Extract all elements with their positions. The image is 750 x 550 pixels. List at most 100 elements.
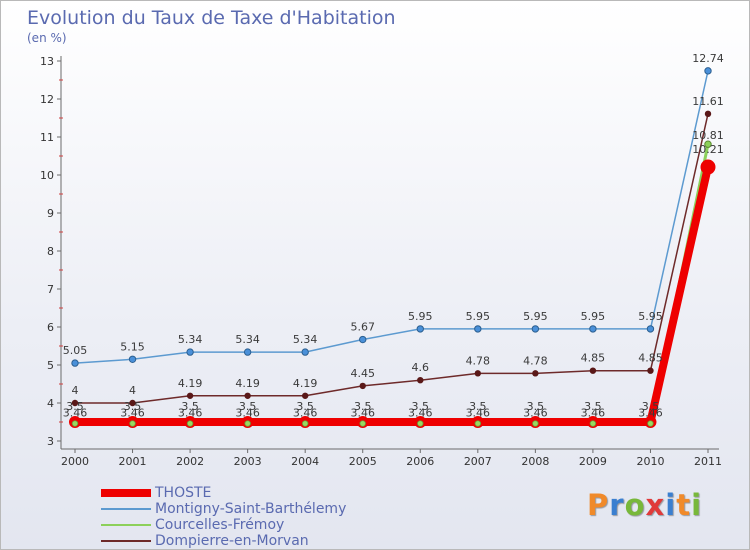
data-label: 4.19 [235, 377, 260, 390]
data-label: 3.5 [354, 400, 372, 413]
data-point [186, 392, 194, 399]
data-label: 5.95 [466, 310, 491, 323]
data-point [646, 325, 655, 333]
data-label: 4.78 [523, 354, 548, 367]
data-label: 3.5 [469, 400, 487, 413]
data-point [474, 370, 482, 377]
y-tick-label: 11 [40, 131, 54, 144]
series-line-3 [75, 113, 709, 404]
data-point [589, 420, 597, 427]
data-point [704, 140, 712, 148]
line-chart: 3 4 5 6 7 8 9 10 11 12 13 2000 2001 2002 2003 2004 2005 2… [40, 52, 724, 468]
data-point [416, 325, 424, 333]
data-label: 5.34 [293, 333, 318, 346]
data-point [71, 420, 79, 427]
data-label: 3.5 [181, 400, 199, 413]
legend-swatch [101, 540, 151, 542]
y-tick-label: 9 [47, 207, 54, 220]
data-point [359, 420, 366, 427]
data-point [71, 359, 79, 367]
data-label: 5.34 [178, 333, 203, 346]
data-label: 4 [72, 384, 79, 397]
data-label: 3.5 [66, 400, 84, 413]
data-label: 10.81 [692, 129, 724, 142]
data-label: 5.34 [235, 333, 260, 346]
data-point [532, 370, 539, 377]
logo-letter: i [665, 488, 677, 522]
data-label: 3.46 [120, 407, 145, 420]
x-tick-label: 2006 [406, 455, 434, 468]
legend-swatch [101, 489, 151, 497]
data-label: 4 [129, 384, 136, 397]
data-point [589, 325, 597, 333]
data-point [359, 335, 367, 344]
data-point [417, 377, 424, 384]
data-label: 3.5 [296, 400, 314, 413]
x-tick-label: 2005 [349, 455, 377, 468]
data-label: 3.5 [124, 400, 142, 413]
data-point [531, 325, 540, 333]
data-label: 5.95 [408, 310, 433, 323]
data-label: 3.46 [293, 407, 318, 420]
legend-swatch [101, 508, 151, 510]
data-label: 5.95 [638, 310, 663, 323]
chart-subtitle: (en %) [27, 31, 67, 45]
data-label: 4.19 [178, 377, 203, 390]
data-point [129, 399, 136, 407]
data-label: 3.46 [63, 407, 88, 420]
data-label: 3.46 [466, 407, 491, 420]
y-tick-label: 12 [40, 93, 54, 106]
series-line-2 [75, 143, 710, 426]
data-label: 4.85 [581, 352, 606, 365]
data-label: 3.5 [642, 400, 660, 413]
data-point [244, 420, 251, 427]
data-label: 10.21 [692, 143, 724, 156]
y-tick-label: 13 [40, 55, 54, 68]
data-label: 4.45 [350, 367, 375, 380]
logo-letter: P [587, 488, 610, 522]
x-tick-label: 2003 [234, 455, 262, 468]
data-label: 3.46 [638, 407, 663, 420]
legend-label: Dompierre-en-Morvan [155, 533, 309, 549]
data-point [647, 420, 654, 427]
data-point [301, 392, 309, 399]
logo-letter: t [676, 488, 692, 522]
data-label: 4.78 [466, 354, 491, 367]
data-point [243, 348, 252, 356]
data-point [301, 348, 309, 356]
chart-title: Evolution du Taux de Taxe d'Habitation [27, 7, 396, 29]
data-label: 5.95 [523, 310, 548, 323]
logo-letter: i [691, 488, 703, 522]
data-point [129, 420, 136, 427]
y-tick-label: 6 [47, 321, 54, 334]
data-label: 5.67 [350, 321, 375, 334]
data-label: 3.46 [523, 407, 548, 420]
x-tick-label: 2009 [579, 455, 607, 468]
data-label: 3.46 [235, 407, 260, 420]
data-point [532, 420, 539, 427]
data-point [186, 420, 194, 427]
x-tick-label: 2011 [694, 455, 722, 468]
x-tick-label: 2001 [119, 455, 147, 468]
data-point [359, 382, 366, 390]
data-point [417, 420, 424, 427]
x-tick-label: 2004 [291, 455, 319, 468]
x-tick-label: 2010 [636, 455, 664, 468]
data-label: 4.19 [293, 377, 318, 390]
data-point [71, 399, 79, 407]
y-tick-label: 8 [47, 245, 54, 258]
x-tick-label: 2007 [464, 455, 492, 468]
series-line-1 [74, 70, 709, 364]
data-label: 3.5 [584, 400, 602, 413]
data-point [186, 348, 194, 356]
series-line-0 [75, 166, 712, 426]
data-point [244, 392, 251, 399]
legend-label: Courcelles-Frémoy [155, 517, 285, 533]
data-point [647, 367, 654, 374]
data-label: 3.46 [178, 407, 203, 420]
y-tick-label: 7 [47, 283, 54, 296]
proxiti-logo: Proxiti [587, 488, 702, 522]
data-point [704, 67, 712, 75]
data-point [474, 420, 482, 427]
